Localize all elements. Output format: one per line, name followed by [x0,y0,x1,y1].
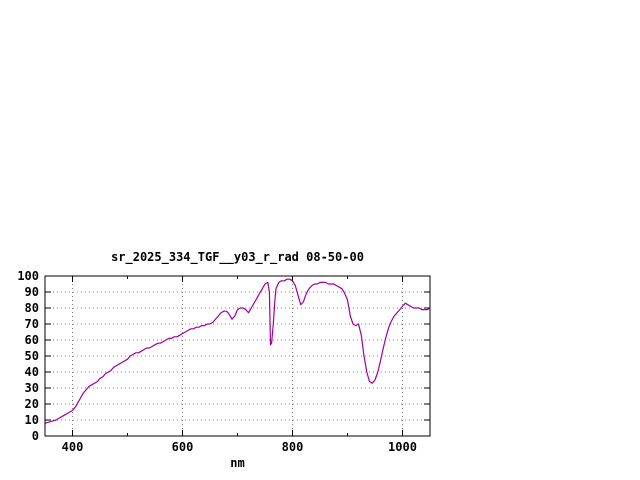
x-tick-label: 800 [282,440,304,454]
y-tick-label: 80 [25,301,39,315]
y-tick-label: 40 [25,365,39,379]
y-tick-label: 10 [25,413,39,427]
y-tick-label: 50 [25,349,39,363]
x-tick-label: 1000 [388,440,417,454]
y-tick-label: 30 [25,381,39,395]
y-tick-label: 0 [32,429,39,443]
y-tick-label: 60 [25,333,39,347]
x-axis-label: nm [230,456,245,470]
x-tick-label: 600 [172,440,194,454]
y-tick-label: 20 [25,397,39,411]
plot-border [44,275,431,437]
y-tick-label: 100 [17,269,39,283]
y-tick-label: 90 [25,285,39,299]
series-line [44,278,431,424]
x-tick-label: 400 [62,440,84,454]
y-tick-label: 70 [25,317,39,331]
chart-title: sr_2025_334_TGF__y03_r_rad 08-50-00 [111,250,364,264]
